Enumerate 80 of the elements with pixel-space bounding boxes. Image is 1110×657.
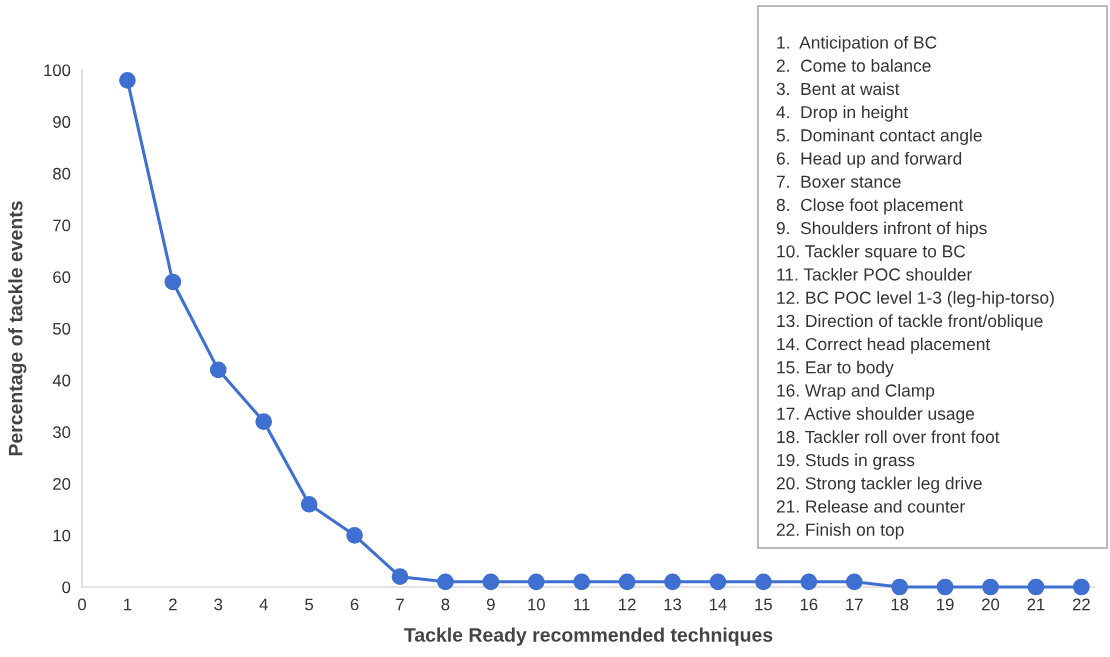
- x-tick-label: 10: [528, 598, 545, 611]
- point: [618, 573, 636, 591]
- x-tick-label: 21: [1027, 598, 1045, 611]
- x-tick-label: 18: [891, 598, 909, 611]
- annotation: 16. Wrap and Clamp: [777, 383, 935, 401]
- annotation: 15. Ear to body: [777, 360, 894, 377]
- point: [755, 573, 772, 591]
- x-tick-label: 17: [846, 598, 863, 611]
- annotation: 14. Correct head placement: [777, 337, 991, 354]
- x-tick-label: 1: [124, 598, 132, 611]
- annotation: 19. Studs in grass: [777, 453, 915, 470]
- x-tick-label: 13: [664, 598, 682, 611]
- point: [346, 526, 363, 544]
- point: [664, 573, 681, 591]
- point: [936, 578, 954, 596]
- y-tick-label: 100: [44, 64, 71, 77]
- x-tick-label: 15: [755, 598, 772, 611]
- annotation: 2. Come to balance: [776, 59, 931, 72]
- point: [300, 495, 318, 513]
- y-tick-label: 50: [53, 322, 71, 335]
- point: [255, 413, 273, 430]
- y-tick-label: 30: [52, 426, 71, 439]
- y-tick-label: 80: [53, 167, 71, 180]
- y-tick-label: 70: [53, 219, 71, 232]
- point: [391, 568, 409, 585]
- point: [437, 573, 454, 591]
- annotation: 21. Release and counter: [776, 499, 965, 513]
- text: 1. Anticipation of BC: [777, 35, 937, 53]
- annotation: 9. Shoulders infront of hips: [776, 221, 987, 238]
- annotation: 18. Tackler roll over front foot: [777, 430, 1000, 444]
- point: [845, 573, 863, 591]
- y-tick-label: 10: [53, 529, 71, 542]
- x-tick-label: 9: [486, 598, 495, 611]
- annotation: 13. Direction of tackle front/oblique: [777, 314, 1043, 331]
- x-tick-label: 12: [619, 598, 636, 611]
- point: [891, 578, 909, 596]
- annotation: 12. BC POC level 1-3 (leg-hip-torso): [777, 291, 1054, 308]
- x-tick-label: 11: [574, 598, 590, 611]
- x-tick-label: 6: [350, 598, 359, 611]
- annotation: 4. Drop in height: [776, 105, 909, 122]
- point: [164, 273, 182, 291]
- x-tick-label: 0: [78, 598, 86, 611]
- annotation: 20. Strong tackler leg drive: [776, 476, 982, 493]
- y-tick-label: 60: [53, 271, 71, 283]
- x-tick-label: 16: [800, 598, 818, 611]
- y-tick-label: 20: [53, 478, 71, 490]
- annotation: 11. Tackler POC shoulder: [777, 267, 972, 281]
- point: [482, 573, 500, 591]
- x-tick-label: 3: [214, 598, 223, 611]
- x-axis-title: Tackle Ready recommended techniques: [404, 627, 773, 646]
- y-tick-label: 90: [53, 116, 71, 128]
- x-tick-label: 20: [982, 598, 1000, 611]
- annotation: 5. Dominant contact angle: [776, 128, 982, 145]
- annotation: 7. Boxer stance: [776, 175, 901, 188]
- x-tick-label: 8: [441, 598, 450, 611]
- y-axis-title: Percentage of tackle events: [8, 201, 27, 456]
- point: [1073, 578, 1090, 596]
- annotation: 6. Head up and forward: [776, 151, 962, 169]
- point: [709, 573, 727, 591]
- x-tick-label: 4: [259, 598, 268, 611]
- point: [573, 573, 591, 591]
- point: [800, 573, 818, 591]
- annotation: 8. Close foot placement: [776, 198, 964, 215]
- x-tick-label: 5: [305, 598, 314, 611]
- point: [982, 578, 999, 596]
- annotation: 22. Finish on top: [776, 523, 904, 540]
- x-tick-label: 2: [169, 598, 177, 611]
- annotation: 17. Active shoulder usage: [777, 407, 975, 424]
- x-tick-label: 19: [937, 598, 954, 611]
- point: [119, 72, 136, 89]
- y-tick-label: 0: [62, 581, 71, 594]
- point: [527, 573, 545, 591]
- x-tick-label: 22: [1072, 598, 1090, 611]
- x-tick-label: 7: [396, 598, 404, 611]
- point: [1027, 578, 1045, 596]
- y-tick-label: 40: [52, 374, 71, 387]
- annotation: 3. Bent at waist: [776, 82, 900, 96]
- x-tick-label: 14: [709, 598, 727, 611]
- annotation: 10. Tackler square to BC: [777, 244, 966, 261]
- point: [209, 361, 227, 379]
